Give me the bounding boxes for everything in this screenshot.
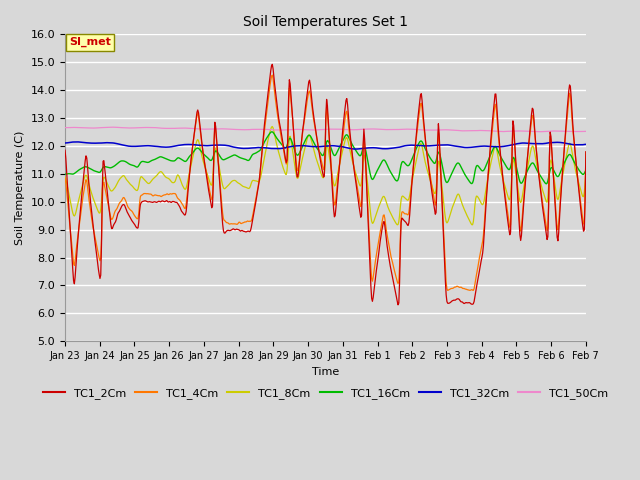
Legend: TC1_2Cm, TC1_4Cm, TC1_8Cm, TC1_16Cm, TC1_32Cm, TC1_50Cm: TC1_2Cm, TC1_4Cm, TC1_8Cm, TC1_16Cm, TC1… [38,384,612,403]
X-axis label: Time: Time [312,367,339,376]
Title: Soil Temperatures Set 1: Soil Temperatures Set 1 [243,15,408,29]
Y-axis label: Soil Temperature (C): Soil Temperature (C) [15,131,25,245]
Text: SI_met: SI_met [69,37,111,48]
